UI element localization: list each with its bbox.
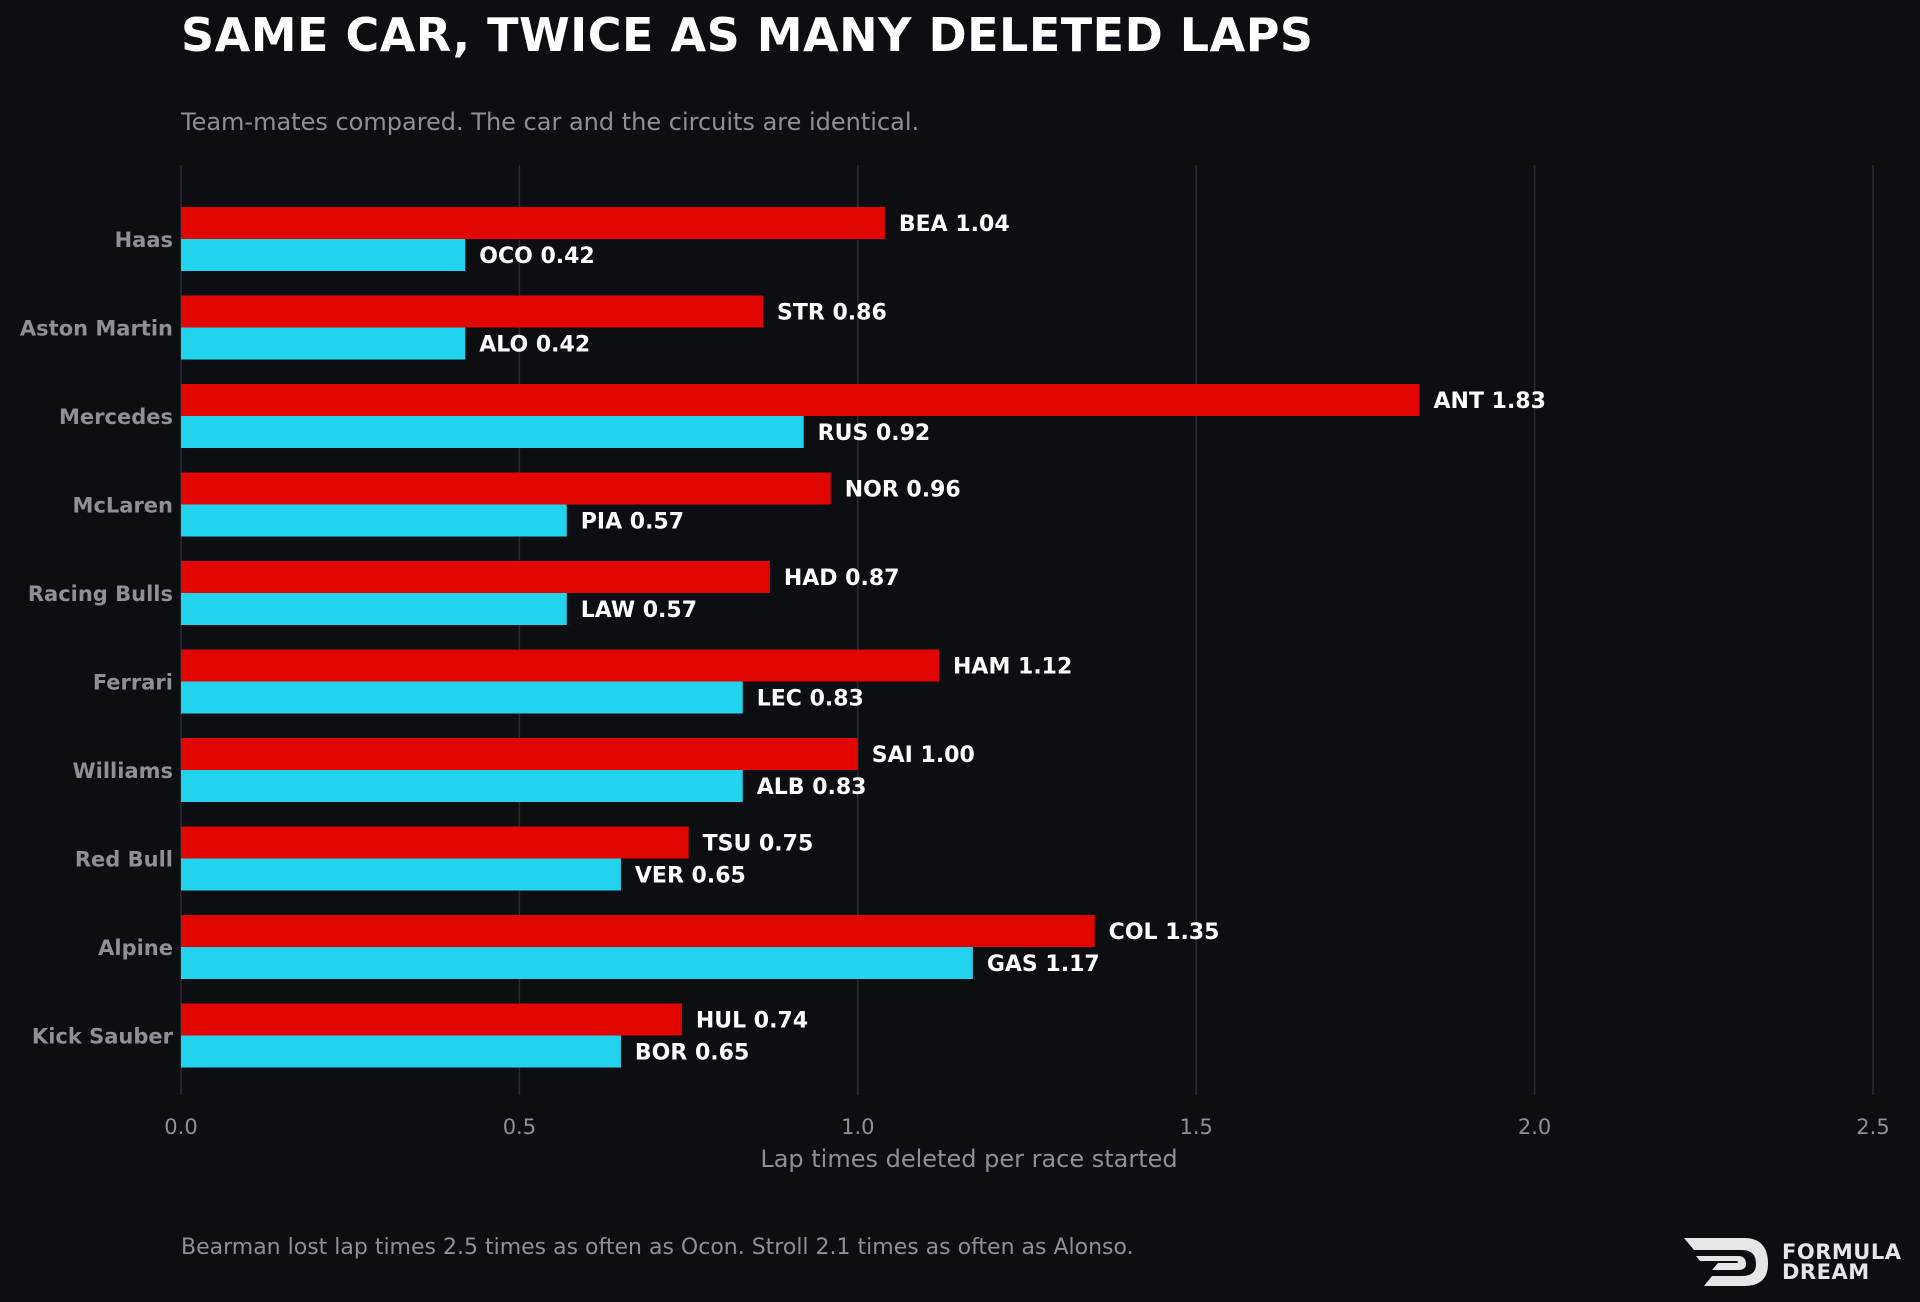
bar-chart: Haas BEA 1.04 OCO 0.42 Aston Martin STR 0.86… (20, 165, 1890, 1173)
bar (181, 295, 764, 328)
bar (181, 681, 743, 714)
bar (181, 649, 940, 682)
bar (181, 1003, 682, 1036)
category-label: Aston Martin (20, 317, 173, 341)
bar (181, 1035, 621, 1068)
bar (181, 826, 689, 859)
bar (181, 384, 1420, 416)
bar (181, 947, 973, 979)
bar (181, 416, 804, 448)
data-label: RUS 0.92 (818, 421, 931, 446)
data-label: NOR 0.96 (845, 478, 961, 503)
bar (181, 561, 770, 593)
bar (181, 593, 567, 625)
x-tick-label: 1.5 (1179, 1115, 1212, 1139)
logo-line-2: DREAM (1782, 1260, 1870, 1284)
category-label: Ferrari (93, 671, 173, 695)
x-tick-label: 2.5 (1856, 1115, 1889, 1139)
data-label: ALO 0.42 (479, 333, 590, 358)
logo-line-1: FORMULA (1782, 1240, 1902, 1264)
bar (181, 858, 621, 891)
data-label: SAI 1.00 (872, 743, 975, 768)
bar (181, 770, 743, 802)
chart-subtitle: Team-mates compared. The car and the cir… (181, 108, 920, 136)
category-label: Haas (115, 228, 173, 252)
data-label: ANT 1.83 (1434, 389, 1546, 414)
formula-dream-logo: FORMULA DREAM (1682, 1234, 1912, 1290)
bar (181, 239, 466, 271)
bar (181, 207, 885, 239)
data-label: TSU 0.75 (703, 832, 814, 857)
x-tick-label: 0.0 (164, 1115, 197, 1139)
category-label: Racing Bulls (28, 582, 173, 606)
data-label: HAD 0.87 (784, 566, 900, 591)
category-label: Mercedes (59, 405, 173, 429)
data-label: BOR 0.65 (635, 1041, 749, 1066)
category-label: Alpine (98, 936, 173, 960)
data-label: STR 0.86 (777, 301, 887, 326)
footnote: Bearman lost lap times 2.5 times as ofte… (181, 1235, 1134, 1260)
logo-text: FORMULA DREAM (1782, 1240, 1902, 1284)
bar (181, 738, 858, 770)
x-tick-label: 0.5 (503, 1115, 536, 1139)
bar (181, 327, 466, 360)
formula-dream-logo-icon (1684, 1238, 1768, 1286)
data-label: LEC 0.83 (757, 687, 864, 712)
bar (181, 472, 831, 505)
data-label: COL 1.35 (1109, 920, 1220, 945)
data-label: VER 0.65 (635, 864, 746, 889)
bar (181, 915, 1095, 947)
chart-title: SAME CAR, TWICE AS MANY DELETED LAPS (181, 8, 1314, 62)
category-label: McLaren (73, 494, 173, 518)
x-tick-label: 1.0 (841, 1115, 874, 1139)
data-label: ALB 0.83 (757, 775, 867, 800)
data-label: LAW 0.57 (581, 598, 697, 623)
data-label: HUL 0.74 (696, 1009, 808, 1034)
data-label: GAS 1.17 (987, 952, 1100, 977)
category-label: Kick Sauber (32, 1025, 174, 1049)
data-label: OCO 0.42 (479, 244, 594, 269)
data-label: PIA 0.57 (581, 510, 684, 535)
category-label: Williams (72, 759, 173, 783)
data-label: HAM 1.12 (953, 655, 1072, 680)
x-tick-label: 2.0 (1518, 1115, 1551, 1139)
x-axis-label: Lap times deleted per race started (760, 1145, 1177, 1173)
data-label: BEA 1.04 (899, 212, 1010, 237)
bar (181, 504, 567, 537)
category-label: Red Bull (75, 848, 173, 872)
